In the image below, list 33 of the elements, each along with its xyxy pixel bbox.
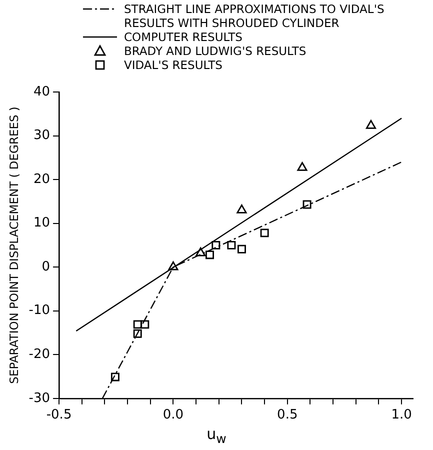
y-tick-label: 20 — [33, 172, 50, 187]
point — [140, 320, 150, 329]
point — [237, 244, 246, 254]
point — [110, 372, 120, 382]
y-tick-label: -30 — [28, 390, 50, 406]
y-tick-label: 10 — [33, 216, 50, 231]
x-tick-label: 0.0 — [162, 408, 184, 423]
point — [366, 120, 376, 129]
point — [168, 261, 178, 270]
y-tick-label: -20 — [28, 347, 50, 362]
x-tick-label: 0.5 — [277, 408, 298, 423]
point — [196, 247, 206, 256]
y-tick-label: 0 — [42, 259, 50, 274]
x-tick-label: 1.0 — [391, 408, 412, 423]
point — [297, 162, 308, 171]
x-axis-title: u$_{w}$ — [206, 425, 228, 446]
y-axis-title: SEPARATION POINT DISPLACEMENT ( DEGREES ) — [6, 106, 21, 384]
point — [260, 228, 269, 238]
legend-label: STRAIGHT LINE APPROXIMATIONS TO VIDAL'S RESULTS WITH SHROUDED CYLINDER — [124, 2, 386, 30]
point — [236, 204, 247, 214]
point — [133, 320, 142, 329]
legend-label: BRADY AND LUDWIG'S RESULTS — [124, 44, 308, 58]
legend-label: VIDAL'S RESULTS — [124, 58, 224, 72]
legend-label: COMPUTER RESULTS — [124, 30, 244, 44]
point — [133, 329, 142, 338]
y-tick-label: 30 — [33, 128, 50, 144]
point — [206, 250, 214, 260]
y-tick-label: -10 — [28, 303, 50, 318]
point — [212, 240, 220, 250]
y-tick-label: 40 — [33, 84, 50, 100]
point — [302, 200, 312, 209]
x-tick-label: -0.5 — [46, 408, 72, 423]
point — [227, 240, 236, 250]
